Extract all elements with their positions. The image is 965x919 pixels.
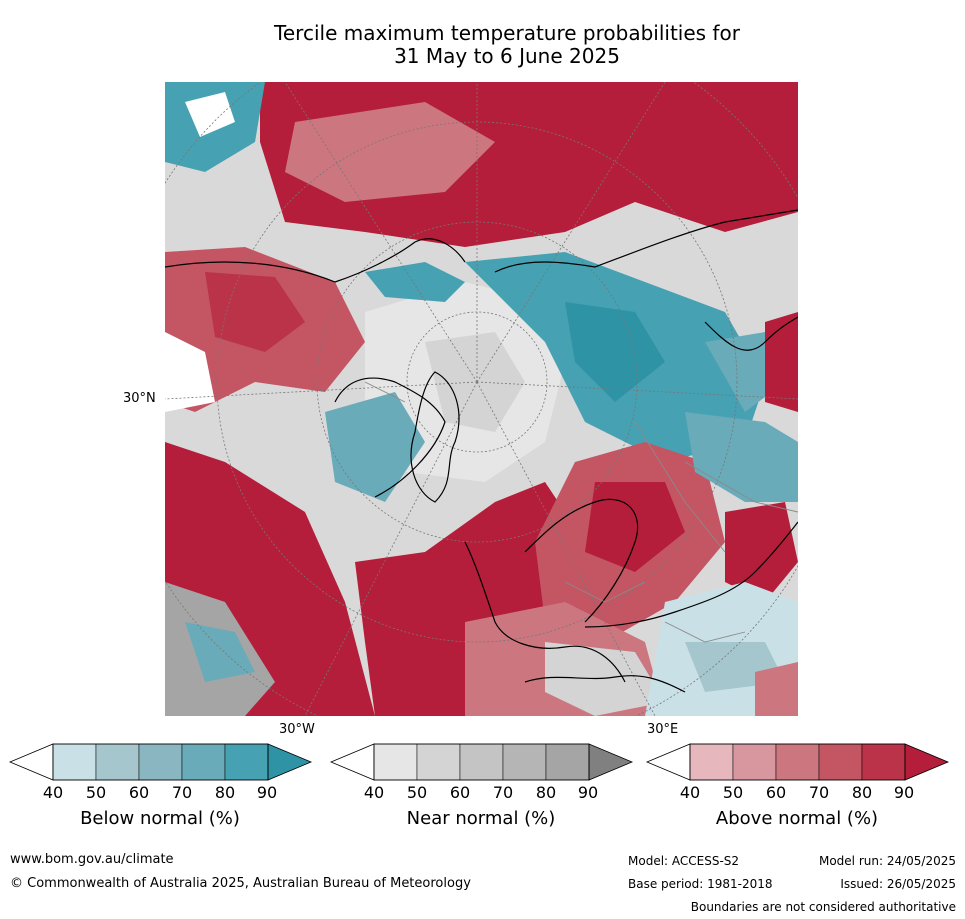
above-tick-90: 90 xyxy=(893,783,915,802)
map-canvas xyxy=(165,82,798,716)
near-tick-40: 40 xyxy=(363,783,385,802)
title-line-2: 31 May to 6 June 2025 xyxy=(394,44,620,68)
colorbar-extend-high xyxy=(904,743,950,781)
above-tick-40: 40 xyxy=(679,783,701,802)
above-tick-70: 70 xyxy=(808,783,830,802)
region-below-central-asia xyxy=(685,412,798,502)
footer-copyright: © Commonwealth of Australia 2025, Austra… xyxy=(10,876,471,891)
colorbar-swatch-0 xyxy=(373,743,418,781)
colorbar-swatch-2 xyxy=(459,743,504,781)
below-tick-90: 90 xyxy=(256,783,278,802)
colorbar-swatch-3 xyxy=(818,743,863,781)
probability-map[interactable] xyxy=(165,82,798,716)
colorbar-above-normal-swatches xyxy=(645,743,950,781)
colorbar-extend-low xyxy=(8,743,54,781)
footer-disclaimer: Boundaries are not considered authoritat… xyxy=(690,900,956,914)
near-tick-60: 60 xyxy=(449,783,471,802)
below-tick-60: 60 xyxy=(128,783,150,802)
colorbar-swatch-1 xyxy=(95,743,140,781)
colorbar-near-normal-swatches xyxy=(329,743,634,781)
colorbar-extend-low xyxy=(329,743,375,781)
above-tick-60: 60 xyxy=(765,783,787,802)
colorbar-extend-high xyxy=(267,743,313,781)
coastlines xyxy=(165,209,798,693)
colorbar-extend-low xyxy=(645,743,691,781)
colorbar-outline xyxy=(52,743,269,781)
lon-label-30w: 30°W xyxy=(279,722,315,737)
title-line-1: Tercile maximum temperature probabilitie… xyxy=(274,21,740,45)
above-tick-80: 80 xyxy=(851,783,873,802)
footer-model: Model: ACCESS-S2 xyxy=(628,854,740,868)
colorbar-extend-high xyxy=(588,743,634,781)
colorbar-swatch-4 xyxy=(861,743,906,781)
colorbar-outline xyxy=(373,743,590,781)
lat-label-30n: 30°N xyxy=(123,391,156,406)
colorbar-label-near: Near normal (%) xyxy=(406,808,556,829)
colorbar-below-normal xyxy=(8,743,313,781)
colorbar-swatch-2 xyxy=(775,743,820,781)
footer-url[interactable]: www.bom.gov.au/climate xyxy=(10,852,174,867)
colorbar-swatch-4 xyxy=(224,743,269,781)
colorbar-swatch-3 xyxy=(181,743,226,781)
lon-label-30e: 30°E xyxy=(647,722,679,737)
below-tick-40: 40 xyxy=(42,783,64,802)
colorbar-swatch-0 xyxy=(52,743,97,781)
colorbar-swatch-1 xyxy=(416,743,461,781)
colorbar-swatch-0 xyxy=(689,743,734,781)
colorbar-swatch-4 xyxy=(545,743,590,781)
below-tick-70: 70 xyxy=(171,783,193,802)
near-tick-70: 70 xyxy=(492,783,514,802)
region-above-atlantic xyxy=(355,482,585,716)
colorbar-label-above: Above normal (%) xyxy=(715,808,879,829)
colorbar-above-normal xyxy=(645,743,950,781)
map-title: Tercile maximum temperature probabilitie… xyxy=(160,22,854,68)
colorbar-label-below: Below normal (%) xyxy=(80,808,240,829)
colorbar-swatch-3 xyxy=(502,743,547,781)
above-tick-50: 50 xyxy=(722,783,744,802)
near-tick-90: 90 xyxy=(577,783,599,802)
colorbar-swatch-1 xyxy=(732,743,777,781)
colorbar-swatch-2 xyxy=(138,743,183,781)
near-tick-50: 50 xyxy=(406,783,428,802)
region-below-canada xyxy=(325,392,425,502)
colorbar-below-normal-swatches xyxy=(8,743,313,781)
country-borders xyxy=(364,381,798,643)
near-tick-80: 80 xyxy=(535,783,557,802)
below-tick-80: 80 xyxy=(214,783,236,802)
below-tick-50: 50 xyxy=(85,783,107,802)
footer-model-run: Model run: 24/05/2025 xyxy=(818,854,956,868)
colorbar-near-normal xyxy=(329,743,634,781)
footer-base-period: Base period: 1981-2018 xyxy=(628,877,773,891)
graticule xyxy=(165,82,798,716)
colorbar-outline xyxy=(689,743,906,781)
footer-issued: Issued: 26/05/2025 xyxy=(840,877,956,891)
